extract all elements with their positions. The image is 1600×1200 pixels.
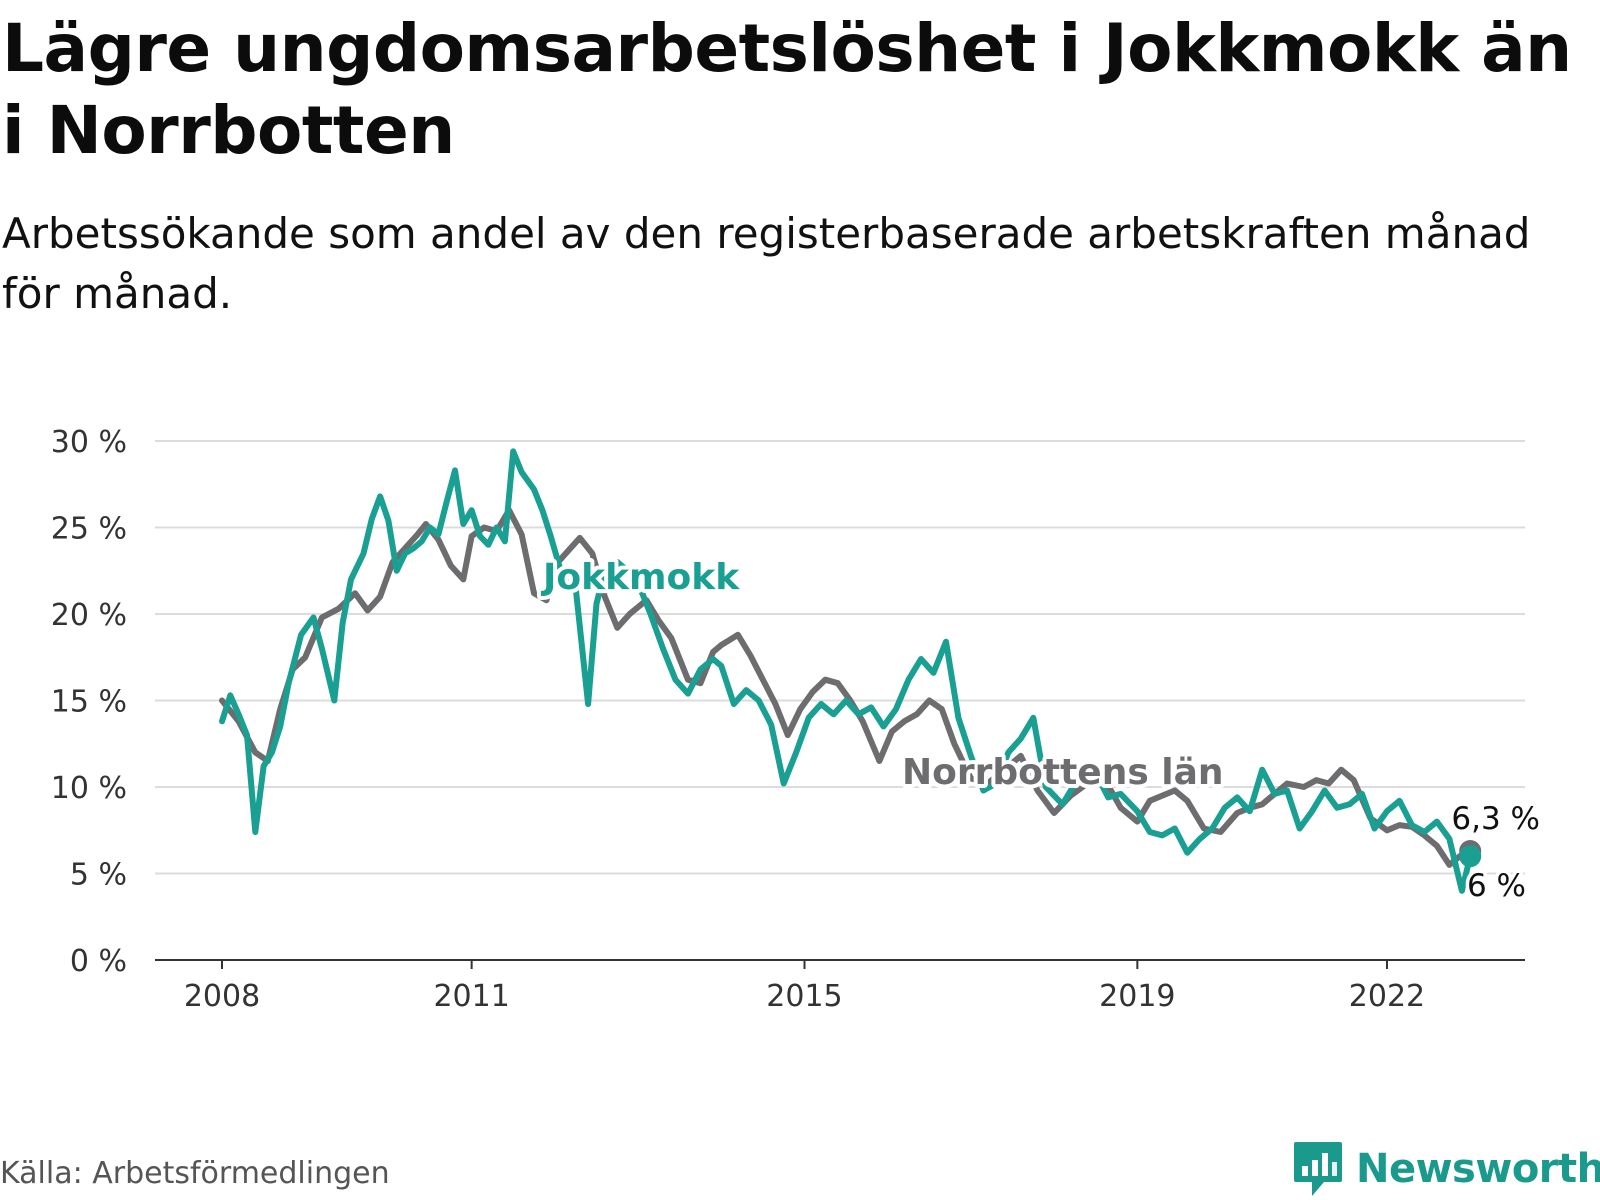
chart-subtitle: Arbetssökande som andel av den registerb… [2, 209, 1531, 318]
series-lines [219, 448, 1474, 894]
x-tick-label: 2015 [766, 979, 842, 1014]
end-point-jokkmokk [1459, 845, 1482, 868]
series-line-norrbotten [219, 507, 1474, 868]
x-tick-label: 2019 [1099, 979, 1175, 1014]
y-tick-label: 0 % [70, 944, 127, 979]
chart-title: Lägre ungdomsarbetslöshet i Jokkmokk än … [2, 10, 1572, 169]
y-tick-label: 15 % [51, 685, 127, 720]
y-tick-label: 20 % [51, 598, 127, 633]
brand-name: Newsworthy [1356, 1146, 1600, 1192]
y-tick-label: 10 % [51, 771, 127, 806]
brand-logo: Newsworthy [1292, 1140, 1600, 1198]
x-axis-ticks: 2008 2011 2015 2019 2022 [184, 960, 1425, 1014]
end-label-jokkmokk: 6 % [1467, 868, 1526, 904]
series-label-norrbotten: Norrbottens län [902, 752, 1224, 793]
source-note: Källa: Arbetsförmedlingen [0, 1156, 390, 1191]
line-chart: 0 %5 %10 %15 %20 %25 %30 % 2008 2011 2015 2… [50, 425, 1544, 1014]
x-tick-label: 2011 [433, 979, 509, 1014]
grid-lines [155, 440, 1525, 875]
y-tick-label: 30 % [51, 425, 127, 460]
end-label-norrbotten: 6,3 % [1451, 801, 1540, 837]
series-line-jokkmokk [219, 448, 1474, 894]
y-tick-label: 25 % [51, 512, 127, 547]
x-tick-label: 2022 [1349, 979, 1425, 1014]
bar-chart-bubble-icon [1294, 1142, 1342, 1196]
y-axis-ticks: 0 % 5 % 10 % 15 % 20 % 25 % 30 % [51, 425, 127, 979]
series-label-jokkmokk: Jokkmokk [540, 557, 740, 598]
y-tick-label: 5 % [70, 858, 127, 893]
x-tick-label: 2008 [184, 979, 260, 1014]
series-labels: Jokkmokk Norrbottens län 6,3 % 6 % [536, 553, 1544, 908]
